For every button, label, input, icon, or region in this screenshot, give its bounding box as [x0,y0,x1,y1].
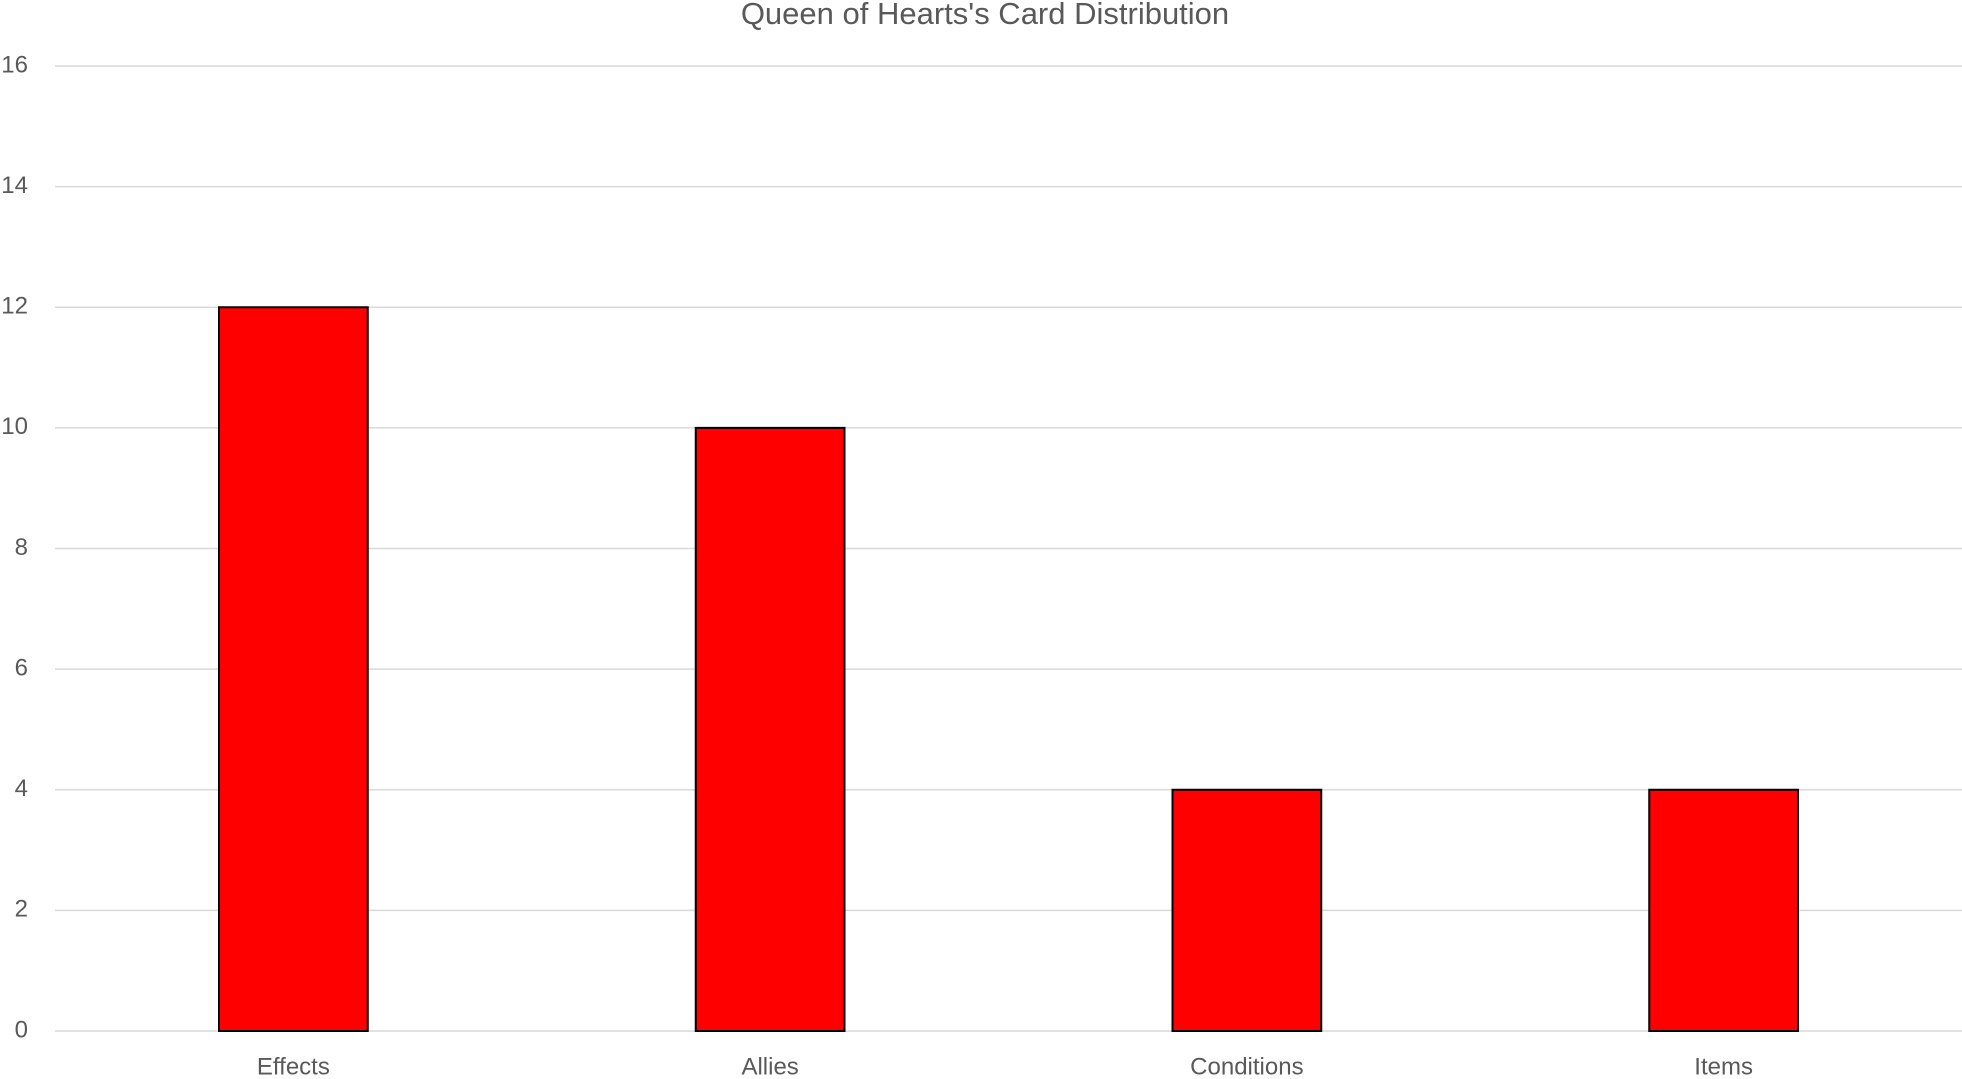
y-tick-label: 0 [15,1016,28,1043]
y-tick-label: 16 [1,51,28,78]
bar [1171,788,1323,1032]
y-tick-label: 8 [15,534,28,561]
y-tick-label: 14 [1,172,28,199]
chart-title: Queen of Hearts's Card Distribution [741,0,1229,31]
x-tick-label: Items [1694,1053,1753,1079]
x-tick-label: Allies [741,1053,798,1079]
bar [1648,788,1799,1032]
y-tick-label: 4 [15,775,28,802]
x-tick-label: Conditions [1190,1053,1303,1079]
y-tick-label: 10 [1,413,28,440]
y-tick-label: 2 [15,896,28,923]
y-tick-label: 6 [15,654,28,681]
bar [218,306,369,1032]
y-tick-label: 12 [1,293,28,320]
x-tick-label: Effects [257,1053,330,1079]
bar [694,426,846,1032]
